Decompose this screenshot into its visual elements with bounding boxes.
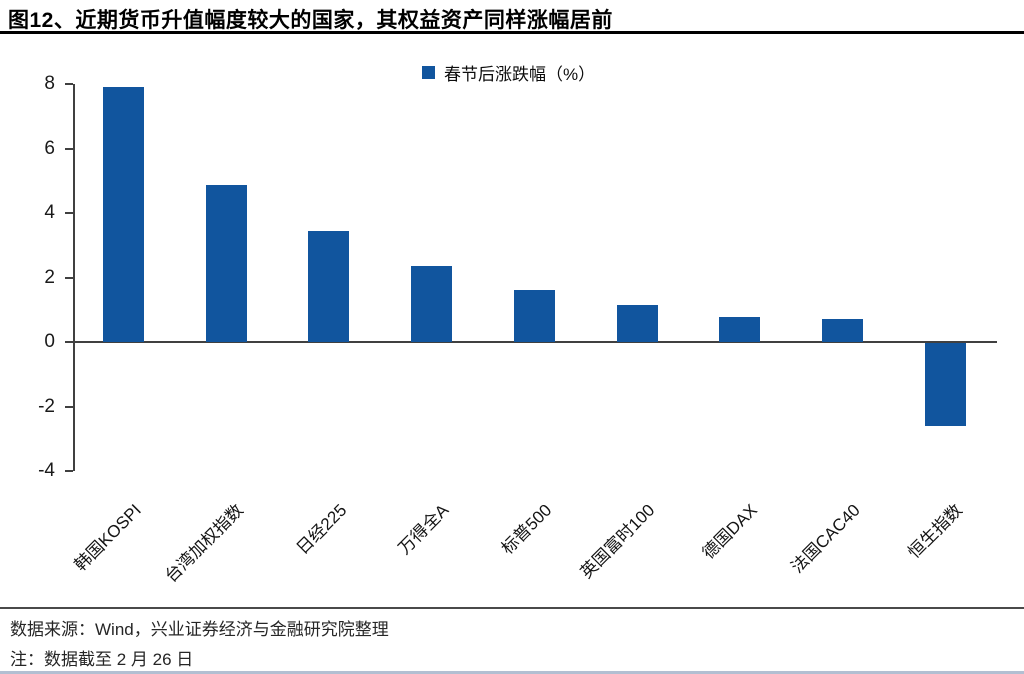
x-axis-label: 韩国KOSPI xyxy=(70,500,145,575)
y-axis-tick-label: 8 xyxy=(44,73,55,94)
x-axis-label: 恒生指数 xyxy=(904,500,967,563)
y-axis-tick xyxy=(65,212,73,214)
y-axis-tick-label: 0 xyxy=(44,331,55,352)
bar xyxy=(616,304,658,342)
bar xyxy=(924,343,966,426)
bar xyxy=(103,87,144,342)
figure-title: 图12、近期货币升值幅度较大的国家，其权益资产同样涨幅居前 xyxy=(8,9,613,32)
y-axis-tick-label: -4 xyxy=(38,460,55,481)
y-axis-tick xyxy=(65,276,73,279)
bar xyxy=(411,266,453,342)
legend-label: 春节后涨跌幅（%） xyxy=(444,65,596,84)
footer-divider xyxy=(0,607,1024,609)
x-axis-label: 德国DAX xyxy=(698,500,761,563)
x-axis-zero-line xyxy=(73,341,997,343)
y-axis-tick-label: 4 xyxy=(44,202,55,223)
x-axis-label: 万得全A xyxy=(395,500,453,559)
chart-legend: 春节后涨跌幅（%） xyxy=(422,60,595,85)
bar xyxy=(719,317,761,342)
y-axis-tick xyxy=(65,147,73,150)
x-axis-label: 标普500 xyxy=(497,500,556,559)
data-note: 注：数据截至 2 月 26 日 xyxy=(10,650,194,669)
x-axis-label: 法国CAC40 xyxy=(787,500,864,577)
x-axis-label: 台湾加权指数 xyxy=(161,500,248,587)
y-axis-tick-label: -2 xyxy=(38,395,55,417)
y-axis-tick xyxy=(65,405,73,408)
y-axis-tick xyxy=(65,470,73,472)
legend-marker-icon xyxy=(422,66,435,79)
y-axis-tick xyxy=(65,83,73,85)
y-axis-tick-label: 2 xyxy=(44,266,55,288)
title-divider xyxy=(0,31,1024,34)
bar xyxy=(513,290,555,342)
bar xyxy=(308,231,350,342)
bar xyxy=(821,318,863,342)
y-axis-tick-label: 6 xyxy=(44,137,55,159)
page-bottom-border xyxy=(0,671,1024,674)
y-axis-tick xyxy=(65,341,73,343)
x-axis-label: 日经225 xyxy=(292,500,350,559)
bar xyxy=(205,184,247,342)
y-axis-line xyxy=(73,84,75,471)
x-axis-label: 英国富时100 xyxy=(576,500,658,583)
data-source: 数据来源：Wind，兴业证券经济与金融研究院整理 xyxy=(10,620,389,639)
